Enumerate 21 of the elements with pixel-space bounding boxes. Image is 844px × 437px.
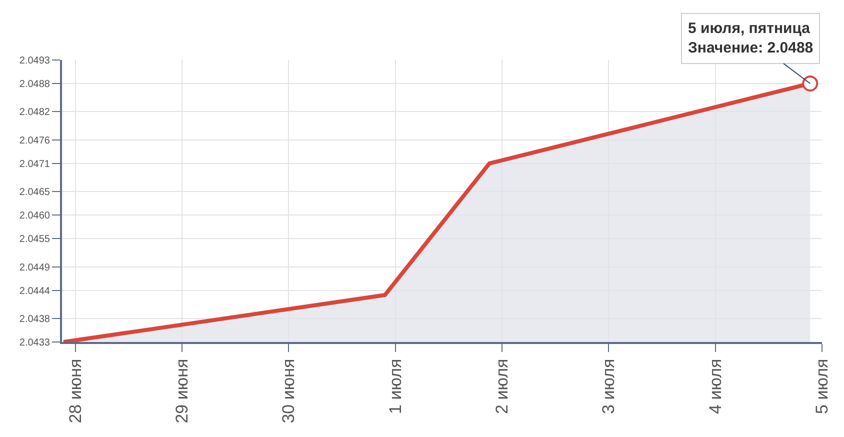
y-tick-label: 2.0460 — [19, 210, 50, 222]
x-tick-label: 2 июля — [492, 358, 512, 414]
y-tick-label: 2.0482 — [19, 107, 50, 118]
y-tick-label: 2.0455 — [19, 234, 50, 246]
y-tick-label: 2.0438 — [19, 314, 50, 325]
y-tick-label: 2.0471 — [19, 158, 50, 170]
x-tick-label: 4 июля — [706, 358, 725, 414]
y-tick-label: 2.0493 — [19, 56, 50, 66]
x-tick-label: 3 июля — [599, 358, 618, 414]
y-tick-label: 2.0449 — [19, 262, 50, 274]
y-tick-label: 2.0476 — [19, 135, 50, 146]
x-tick-label: 28 июня — [66, 358, 85, 424]
x-tick-label: 29 июня — [172, 358, 192, 424]
x-tick-label: 1 июля — [386, 358, 405, 414]
x-tick-label: 5 июля — [812, 358, 832, 414]
annotation: 5 июля, пятница Значение: 2.0488 — [688, 20, 814, 56]
y-tick-label: 2.0488 — [19, 79, 50, 90]
y-tick-label: 2.0433 — [19, 338, 50, 348]
y-tick-label: 2.0444 — [19, 286, 50, 297]
y-tick-label: 2.0465 — [19, 187, 50, 198]
x-tick-label: 30 июня — [279, 358, 298, 424]
